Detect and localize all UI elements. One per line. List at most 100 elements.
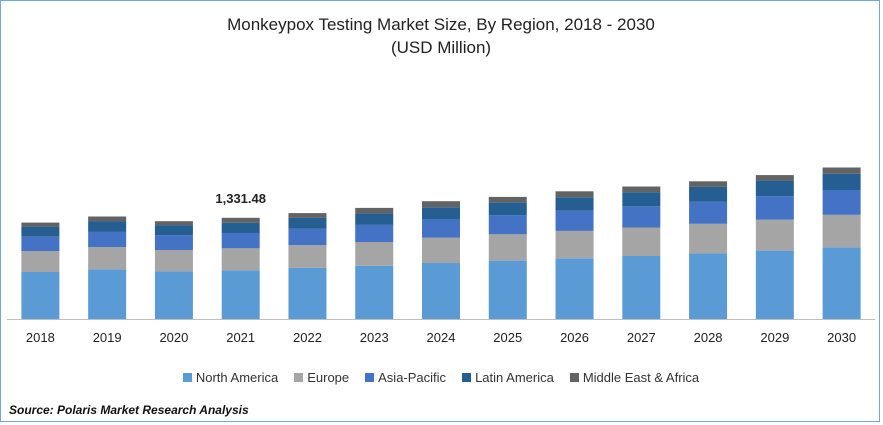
- chart-subtitle: (USD Million): [390, 38, 492, 57]
- bar-segment: [221, 248, 260, 271]
- bar-segment: [422, 219, 460, 238]
- bar-segment: [689, 201, 728, 224]
- x-tick-label: 2028: [694, 330, 723, 345]
- bar-segment: [488, 260, 527, 319]
- bar-segment: [288, 228, 327, 246]
- bar-segment: [488, 196, 527, 203]
- bar-segment: [422, 207, 460, 220]
- bar-segment: [822, 173, 861, 190]
- x-tick-label: 2025: [493, 330, 522, 345]
- legend-swatch: [569, 372, 579, 382]
- bar-segment: [755, 250, 794, 319]
- legend-item: Latin America: [462, 370, 554, 385]
- x-tick-label: 2022: [293, 330, 322, 345]
- legend: North America Europe Asia-Pacific Latin Ame…: [1, 367, 881, 387]
- bar-segment: [488, 234, 527, 261]
- bar-segment: [154, 225, 193, 236]
- bar-segment: [221, 233, 260, 249]
- legend-swatch: [294, 372, 304, 382]
- bar-segment: [755, 175, 794, 181]
- bar-segment: [88, 221, 127, 232]
- bar-segment: [21, 272, 60, 319]
- x-tick-label: 2027: [627, 330, 656, 345]
- bar-segment: [21, 251, 60, 272]
- bar-segment: [555, 258, 594, 319]
- bar-segment: [88, 231, 127, 247]
- legend-label: Middle East & Africa: [582, 369, 700, 385]
- x-tick-label: 2029: [760, 330, 789, 345]
- bar-segment: [288, 267, 327, 319]
- bar-segment: [288, 217, 327, 229]
- bar-segment: [555, 210, 594, 231]
- legend-item: Middle East & Africa: [569, 369, 700, 385]
- x-tick-label: 2023: [360, 330, 389, 345]
- bar-segment: [21, 236, 60, 251]
- x-tick-label: 2020: [159, 330, 188, 345]
- x-tick-label: 2021: [226, 330, 255, 345]
- bar-segment: [288, 213, 327, 218]
- bar-segment: [822, 167, 861, 174]
- legend-label: Latin America: [475, 369, 554, 385]
- bar-segment: [555, 197, 594, 211]
- x-tick-label: 2018: [26, 330, 55, 345]
- bar-segment: [755, 219, 794, 251]
- bar-segment: [221, 217, 260, 223]
- bar-segment: [21, 222, 60, 227]
- legend-item: Asia-Pacific: [365, 370, 446, 385]
- bar-segment: [88, 247, 127, 270]
- x-tick-label: 2030: [827, 330, 856, 345]
- bar-segment: [355, 224, 394, 242]
- bar-segment: [488, 202, 527, 216]
- bar-segment: [755, 180, 794, 197]
- bar-segment: [689, 223, 728, 254]
- legend-swatch: [365, 372, 375, 382]
- bar-segment: [622, 206, 661, 228]
- source-note: Source: Polaris Market Research Analysis: [9, 403, 249, 417]
- bar-segment: [622, 256, 661, 319]
- legend-item: North America: [182, 369, 279, 385]
- bar-segment: [755, 196, 794, 220]
- x-tick-label: 2019: [93, 330, 122, 345]
- bar-segment: [488, 215, 527, 235]
- bar-segment: [154, 221, 193, 226]
- bar-segment: [689, 181, 728, 187]
- bar-segment: [288, 245, 327, 268]
- data-label: 1,331.48: [215, 191, 266, 206]
- bar-segment: [355, 265, 394, 319]
- legend-swatch: [182, 372, 192, 382]
- bar-segment: [822, 190, 861, 215]
- bar-segment: [555, 191, 594, 198]
- bar-segment: [355, 242, 394, 266]
- bar-segment: [221, 222, 260, 233]
- legend-label: Asia-Pacific: [378, 369, 447, 385]
- bar-segment: [689, 186, 728, 202]
- bar-segment: [689, 253, 728, 319]
- legend-swatch: [462, 372, 472, 382]
- legend-label: North America: [195, 369, 279, 385]
- bar-segment: [21, 226, 60, 237]
- bar-segment: [422, 263, 460, 319]
- x-tick-label: 2024: [427, 330, 456, 345]
- legend-item: Europe: [294, 370, 349, 385]
- bar-segment: [154, 250, 193, 272]
- bar-segment: [622, 186, 661, 193]
- bar-segment: [555, 230, 594, 259]
- bar-segment: [822, 214, 861, 248]
- bar-segment: [88, 269, 127, 319]
- x-tick-label: 2026: [560, 330, 589, 345]
- bar-segment: [822, 247, 861, 319]
- bar-segment: [622, 227, 661, 256]
- bar-segment: [422, 237, 460, 263]
- bar-segment: [355, 213, 394, 225]
- bar-segment: [355, 207, 394, 214]
- bar-segment: [154, 271, 193, 319]
- bar-segment: [422, 201, 460, 208]
- bar-segment: [154, 235, 193, 250]
- chart-title: Monkeypox Testing Market Size, By Region…: [227, 15, 655, 34]
- legend-label: Europe: [307, 369, 350, 385]
- bar-segment: [88, 216, 127, 222]
- bar-segment: [622, 192, 661, 207]
- bar-segment: [221, 270, 260, 319]
